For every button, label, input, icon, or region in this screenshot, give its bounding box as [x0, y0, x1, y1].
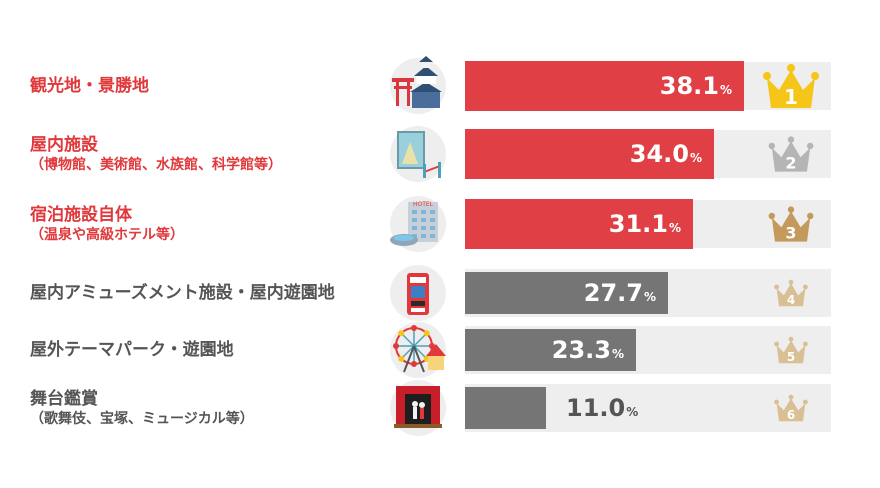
rank-number: 5 — [787, 350, 795, 364]
museum-icon — [388, 124, 448, 188]
value-number: 31.1 — [608, 210, 668, 238]
theater-stage-icon — [388, 378, 448, 442]
hotel-icon: HOTEL — [388, 194, 448, 258]
bar-track: 11.0% — [465, 384, 831, 432]
bar-track: 38.1% — [465, 61, 831, 111]
arcade-icon — [388, 263, 448, 327]
category-label-line1: 屋内アミューズメント施設・屋内遊園地 — [30, 283, 335, 303]
category-label-line1: 屋内施設 — [30, 135, 98, 155]
category-label: 屋外テーマパーク・遊園地 — [30, 339, 234, 361]
category-label-line1: 屋外テーマパーク・遊園地 — [30, 340, 234, 360]
ferris-wheel-icon — [388, 320, 448, 384]
bar — [465, 129, 714, 179]
value-label: 23.3% — [552, 336, 624, 364]
value-label: 38.1% — [660, 72, 732, 100]
bar — [465, 272, 668, 314]
rank-number: 6 — [787, 408, 795, 422]
category-label: 観光地・景勝地 — [30, 75, 149, 97]
rank-crown-icon: 5 — [773, 332, 809, 372]
rank-crown-icon: 1 — [761, 56, 821, 120]
bar-track: 31.1% — [465, 199, 831, 249]
value-label: 27.7% — [584, 279, 656, 307]
category-label-line1: 宿泊施設自体 — [30, 205, 132, 225]
rank-number: 3 — [785, 223, 796, 242]
category-label: 屋内施設 （博物館、美術館、水族館、科学館等） — [30, 134, 282, 174]
category-label: 舞台鑑賞 （歌舞伎、宝塚、ミュージカル等） — [30, 388, 254, 428]
category-label-line2: （博物館、美術館、水族館、科学館等） — [30, 157, 282, 173]
bar — [465, 61, 744, 111]
value-label: 31.1% — [609, 210, 681, 238]
value-label: 34.0% — [630, 140, 702, 168]
rank-crown-icon: 6 — [773, 390, 809, 430]
castle-icon — [388, 56, 448, 120]
value-percent-sign: % — [626, 405, 639, 419]
value-percent-sign: % — [719, 83, 732, 97]
category-label: 宿泊施設自体 （温泉や高級ホテル等） — [30, 204, 184, 244]
category-label-line2: （歌舞伎、宝塚、ミュージカル等） — [30, 411, 254, 427]
bar-track: 27.7% — [465, 269, 831, 317]
rank-number: 2 — [785, 153, 796, 172]
value-number: 11.0 — [566, 394, 626, 422]
value-percent-sign: % — [611, 347, 624, 361]
rank-number: 1 — [784, 85, 798, 109]
bar — [465, 199, 693, 249]
category-label: 屋内アミューズメント施設・屋内遊園地 — [30, 282, 335, 304]
value-number: 38.1 — [659, 72, 719, 100]
rank-crown-icon: 2 — [767, 130, 815, 182]
category-label-line1: 舞台鑑賞 — [30, 389, 98, 409]
bar — [465, 387, 546, 429]
bar-track: 23.3% — [465, 326, 831, 374]
category-label-line1: 観光地・景勝地 — [30, 76, 149, 96]
value-number: 27.7 — [583, 279, 643, 307]
value-number: 34.0 — [629, 140, 689, 168]
bar-track: 34.0% — [465, 129, 831, 179]
value-percent-sign: % — [643, 290, 656, 304]
category-label-line2: （温泉や高級ホテル等） — [30, 227, 184, 243]
value-label: 11.0% — [566, 394, 638, 422]
bar — [465, 329, 636, 371]
rank-number: 4 — [787, 293, 795, 307]
svg-text:HOTEL: HOTEL — [413, 201, 434, 208]
rank-crown-icon: 3 — [767, 200, 815, 252]
value-number: 23.3 — [551, 336, 611, 364]
value-percent-sign: % — [689, 151, 702, 165]
value-percent-sign: % — [668, 221, 681, 235]
rank-crown-icon: 4 — [773, 275, 809, 315]
